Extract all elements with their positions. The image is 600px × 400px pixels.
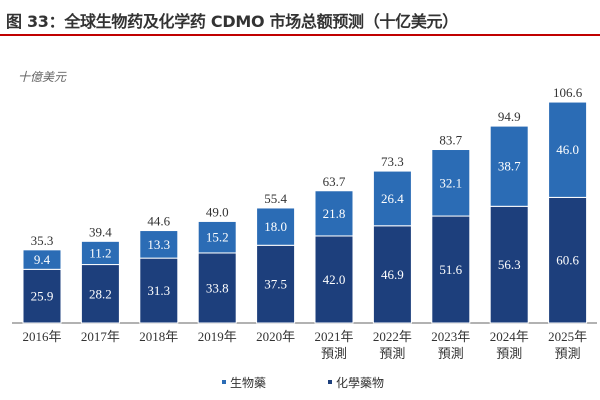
x-tick-label: 預測 bbox=[555, 346, 581, 361]
bar-segment-biologics bbox=[80, 240, 120, 266]
bar-segment-chemical bbox=[314, 235, 354, 324]
x-tick-label: 2020年 bbox=[256, 329, 295, 344]
chart-title: 图 33：全球生物药及化学药 CDMO 市场总额预测（十亿美元） bbox=[6, 12, 458, 31]
total-label: 83.7 bbox=[439, 133, 462, 148]
total-label: 94.9 bbox=[498, 109, 521, 124]
bar-segment-biologics bbox=[139, 230, 179, 259]
data-label: 42.0 bbox=[323, 272, 346, 287]
x-tick-label: 預測 bbox=[379, 346, 405, 361]
x-tick-label: 預測 bbox=[438, 346, 464, 361]
x-tick-label: 2024年 bbox=[490, 329, 529, 344]
y-axis-label: 十億美元 bbox=[18, 70, 67, 84]
total-label: 55.4 bbox=[264, 191, 287, 206]
data-label: 33.8 bbox=[206, 280, 229, 295]
bar-segment-chemical bbox=[22, 268, 62, 324]
data-label: 25.9 bbox=[31, 289, 54, 304]
bar-segment-biologics bbox=[431, 149, 471, 217]
total-label: 73.3 bbox=[381, 154, 404, 169]
total-label: 106.6 bbox=[553, 85, 583, 100]
x-tick-label: 2017年 bbox=[81, 329, 120, 344]
x-tick-label: 2016年 bbox=[22, 329, 61, 344]
x-tick-label: 預測 bbox=[321, 346, 347, 361]
data-label: 28.2 bbox=[89, 286, 112, 301]
bar-segment-chemical bbox=[80, 264, 120, 324]
total-label: 44.6 bbox=[147, 214, 170, 229]
total-label: 39.4 bbox=[89, 224, 112, 239]
x-tick-label: 2018年 bbox=[139, 329, 178, 344]
x-tick-label: 2025年 bbox=[548, 329, 587, 344]
data-label: 18.0 bbox=[264, 219, 287, 234]
data-label: 26.4 bbox=[381, 191, 404, 206]
bar-segment-chemical bbox=[372, 225, 412, 324]
data-label: 38.7 bbox=[498, 159, 521, 174]
data-label: 56.3 bbox=[498, 257, 521, 272]
legend-marker bbox=[328, 380, 332, 384]
total-label: 49.0 bbox=[206, 204, 229, 219]
title-rule bbox=[0, 34, 600, 36]
legend-marker bbox=[222, 380, 226, 384]
data-label: 21.8 bbox=[323, 206, 346, 221]
x-tick-label: 2023年 bbox=[431, 329, 470, 344]
bar-segment-chemical bbox=[197, 252, 237, 324]
bar-segment-biologics bbox=[489, 125, 529, 207]
legend-label: 生物藥 bbox=[230, 376, 266, 390]
x-tick-label: 2021年 bbox=[314, 329, 353, 344]
data-label: 46.9 bbox=[381, 267, 404, 282]
total-label: 35.3 bbox=[31, 233, 54, 248]
data-label: 11.2 bbox=[89, 245, 111, 260]
bar-segment-chemical bbox=[139, 257, 179, 324]
bar-segment-biologics bbox=[256, 207, 296, 246]
data-label: 15.2 bbox=[206, 230, 229, 245]
bar-segment-chemical bbox=[489, 205, 529, 324]
total-label: 63.7 bbox=[323, 174, 346, 189]
data-label: 46.0 bbox=[556, 142, 579, 157]
bar-segment-chemical bbox=[548, 196, 588, 324]
data-label: 9.4 bbox=[34, 252, 51, 267]
x-tick-label: 2019年 bbox=[198, 329, 237, 344]
bar-segment-biologics bbox=[372, 170, 412, 227]
x-tick-label: 預測 bbox=[496, 346, 522, 361]
data-label: 13.3 bbox=[147, 237, 170, 252]
bar-segment-biologics bbox=[197, 220, 237, 254]
legend-label: 化學藥物 bbox=[336, 376, 384, 390]
bar-segment-biologics bbox=[548, 101, 588, 198]
bar-segment-chemical bbox=[431, 215, 471, 324]
data-label: 37.5 bbox=[264, 277, 287, 292]
data-label: 60.6 bbox=[556, 253, 579, 268]
x-tick-label: 2022年 bbox=[373, 329, 412, 344]
bar-segment-biologics bbox=[22, 249, 62, 270]
bar-segment-chemical bbox=[256, 244, 296, 324]
data-label: 51.6 bbox=[439, 262, 462, 277]
bar-segment-biologics bbox=[314, 190, 354, 237]
data-label: 31.3 bbox=[147, 283, 170, 298]
data-label: 32.1 bbox=[439, 175, 462, 190]
